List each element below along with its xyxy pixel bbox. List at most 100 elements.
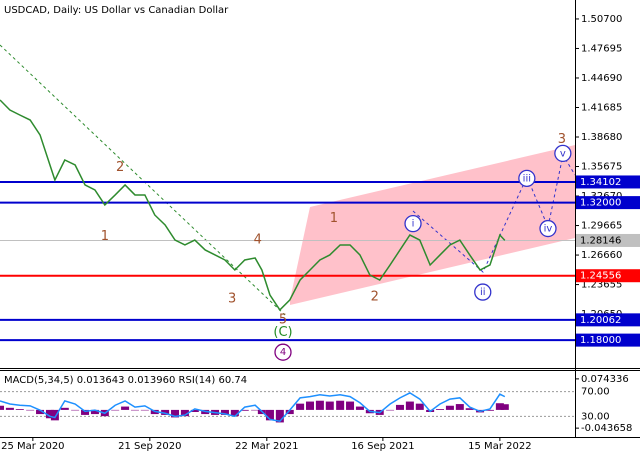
macd-bar: [121, 406, 130, 410]
macd-bar: [500, 404, 509, 410]
level-label: 1.20062: [580, 315, 621, 326]
level-label-box: [576, 313, 640, 327]
macd-bar: [265, 409, 274, 421]
macd-bar: [5, 407, 14, 410]
macd-bar: [495, 403, 504, 410]
indicator-label: MACD(5,34,5) 0.013643 0.013960 RSI(14) 6…: [4, 375, 247, 386]
y-tick-label: 1.26660: [581, 250, 622, 261]
rsi-tick-label: 70.00: [581, 387, 610, 398]
price-line: [0, 99, 506, 312]
macd-bar: [71, 409, 80, 411]
level-label: 1.24556: [580, 271, 621, 282]
macd-bar: [60, 407, 69, 410]
wave-label: 3: [558, 132, 566, 147]
macd-bar: [325, 401, 334, 410]
macd-bar: [111, 409, 120, 411]
macd-bar: [26, 409, 35, 411]
macd-bar: [190, 409, 199, 412]
wave-label: (C): [273, 325, 292, 340]
level-label-box: [576, 333, 640, 347]
y-tick-label: 1.44690: [581, 73, 622, 84]
macd-bar: [45, 409, 54, 419]
macd-tick-label: 0.074336: [581, 374, 629, 385]
macd-bar: [455, 404, 464, 410]
wave-label: 2: [116, 160, 124, 175]
x-tick-label: 21 Sep 2020: [118, 441, 181, 452]
macd-bar: [386, 409, 395, 411]
level-label-box: [576, 196, 640, 210]
wave-label: iv: [544, 224, 553, 235]
y-tick-label: 1.38680: [581, 132, 622, 143]
macd-bar: [230, 409, 239, 417]
wave-circle: [554, 144, 572, 163]
wave-circle: [474, 283, 492, 301]
rsi-line: [0, 392, 506, 423]
macd-bar: [355, 406, 364, 410]
wave-circle: [404, 214, 422, 233]
level-label-box: [576, 233, 640, 247]
y-tick-label: 1.41685: [581, 102, 622, 113]
wave-label: v: [560, 148, 566, 159]
macd-bar: [346, 401, 355, 410]
macd-bar: [305, 401, 314, 410]
macd-tick-label: -0.043658: [581, 423, 632, 434]
macd-bar: [405, 401, 414, 410]
macd-bar: [465, 408, 474, 410]
level-label: 1.28146: [580, 235, 621, 246]
x-tick-label: 22 Mar 2021: [235, 441, 298, 452]
wave-label: i: [412, 219, 415, 230]
macd-bar: [336, 400, 345, 410]
macd-bar: [180, 409, 189, 417]
chart-title: USDCAD, Daily: US Dollar vs Canadian Dol…: [4, 5, 229, 16]
level-label-box: [576, 269, 640, 283]
wave-label: ii: [480, 287, 486, 298]
price-channel: [290, 145, 575, 305]
wave-label: 3: [228, 292, 236, 307]
y-tick-label: 1.47695: [581, 43, 622, 54]
macd-bar: [415, 403, 424, 410]
x-tick-label: 16 Sep 2021: [351, 441, 414, 452]
macd-bar: [436, 409, 445, 410]
macd-bar: [0, 405, 4, 410]
wave-label: 5: [279, 313, 287, 328]
macd-bar: [81, 409, 90, 415]
level-label: 1.32000: [580, 198, 621, 209]
macd-bar: [240, 409, 249, 411]
macd-bar: [130, 409, 139, 411]
macd-bar: [485, 409, 494, 411]
macd-bar: [50, 409, 59, 421]
macd-bar: [296, 403, 305, 410]
macd-bar: [315, 400, 324, 410]
macd-bar: [445, 405, 454, 410]
macd-bar: [220, 409, 229, 415]
macd-bar: [36, 409, 45, 415]
y-tick-label: 1.23655: [581, 280, 622, 291]
level-label: 1.34102: [580, 177, 621, 188]
level-label: 1.18000: [580, 335, 621, 346]
y-tick-label: 1.29665: [581, 221, 622, 232]
macd-bar: [161, 409, 170, 415]
x-tick-label: 15 Mar 2022: [468, 441, 531, 452]
rsi-tick-label: 30.00: [581, 411, 610, 422]
macd-bar: [251, 409, 260, 411]
y-tick-label: 1.50700: [581, 14, 622, 25]
wave-label: 4: [280, 347, 286, 358]
wave-label: 1: [101, 229, 109, 244]
wave-circle: [274, 343, 292, 361]
wave-label: iii: [523, 173, 531, 184]
y-tick-label: 1.35675: [581, 162, 622, 173]
macd-bar: [171, 409, 180, 418]
wave-circle: [518, 169, 536, 188]
macd-bar: [395, 404, 404, 410]
macd-bar: [140, 409, 149, 411]
macd-bar: [15, 409, 24, 410]
x-tick-label: 25 Mar 2020: [1, 441, 64, 452]
macd-bar: [275, 409, 284, 423]
wave-circle: [539, 219, 557, 238]
macd-bar: [90, 409, 99, 415]
wave-label: 4: [254, 233, 262, 248]
macd-bar: [285, 409, 294, 415]
level-label-box: [576, 175, 640, 189]
wave-label: 1: [330, 211, 338, 226]
